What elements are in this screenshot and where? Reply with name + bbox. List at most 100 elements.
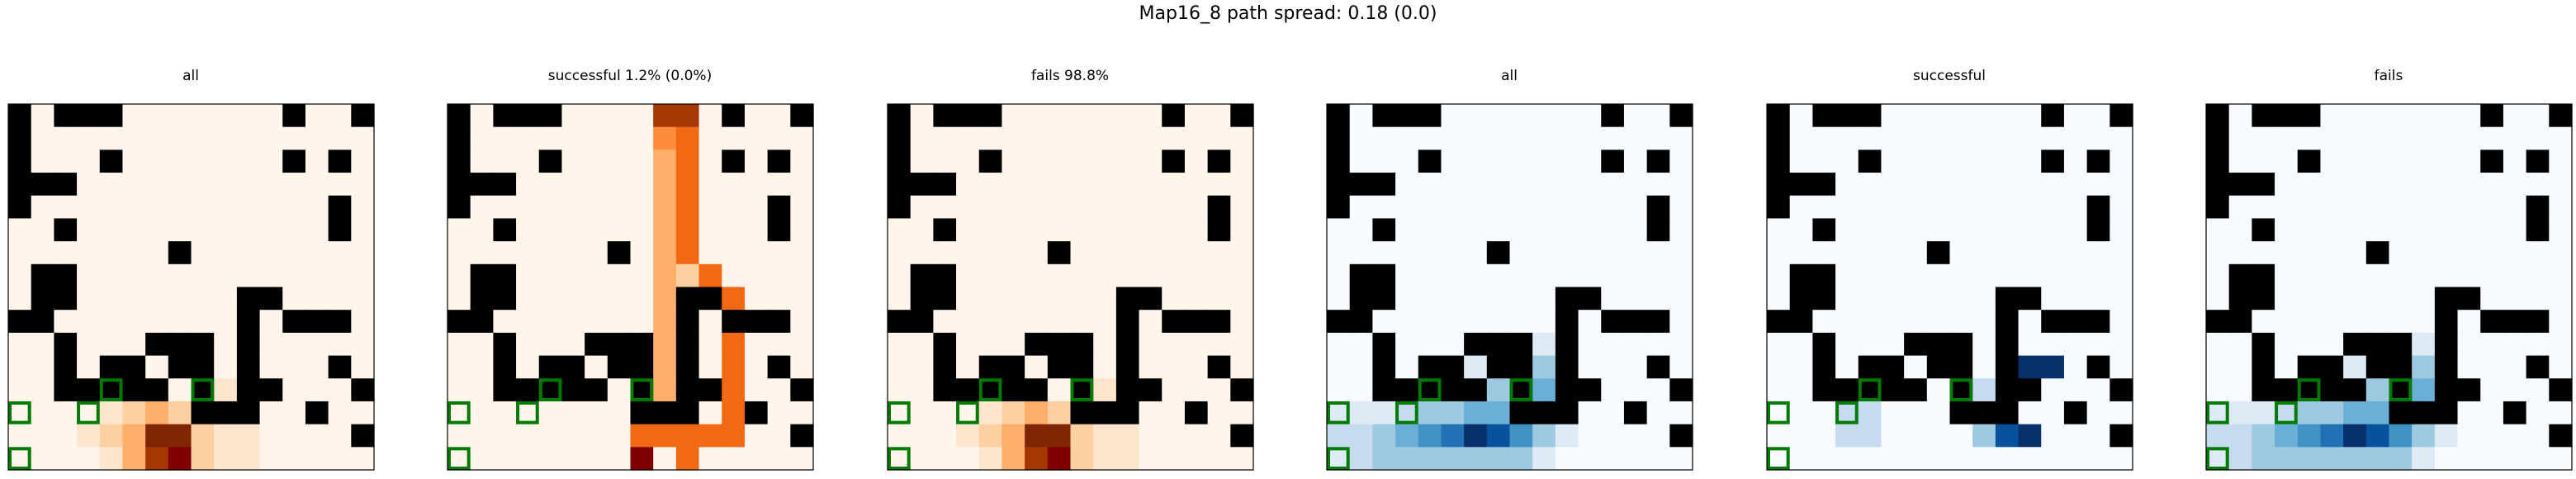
heat-cell [2343, 173, 2367, 197]
heat-cell [2086, 332, 2110, 357]
heat-cell [2320, 149, 2344, 173]
heat-cell [214, 218, 238, 242]
heat-cell [561, 126, 585, 150]
obstacle-cell [2252, 287, 2275, 311]
heat-cell [214, 263, 238, 288]
heat-cell [2343, 424, 2367, 448]
heat-cell [2480, 195, 2504, 220]
heat-cell [1418, 332, 1442, 357]
obstacle-cell [54, 218, 78, 242]
heat-cell [1578, 241, 1602, 265]
heat-cell [1578, 173, 1602, 197]
obstacle-cell [2389, 332, 2413, 357]
heat-cell [675, 424, 700, 448]
heat-cell [1972, 263, 1996, 288]
heat-cell [1418, 218, 1442, 242]
obstacle-cell [99, 149, 124, 173]
heat-cell [99, 310, 124, 334]
heat-cell [1835, 447, 1859, 471]
heat-cell [282, 126, 306, 150]
obstacle-cell [933, 218, 957, 242]
heat-cell [910, 104, 934, 128]
heat-cell [516, 424, 540, 448]
heat-cell [2110, 310, 2133, 334]
obstacle-cell [2526, 195, 2550, 220]
heat-cell [2389, 424, 2413, 448]
heat-cell [1486, 126, 1511, 150]
obstacle-cell [2206, 173, 2230, 197]
heat-cell [122, 401, 146, 425]
heat-cell [1601, 218, 1625, 242]
heat-cell [653, 287, 677, 311]
heat-cell [1184, 447, 1209, 471]
heat-cell [910, 126, 934, 150]
obstacle-cell [2228, 310, 2252, 334]
obstacle-cell [1646, 355, 1670, 379]
heat-cell [1002, 310, 1025, 334]
heat-cell [1623, 332, 1648, 357]
heat-cell [351, 241, 375, 265]
obstacle-cell [8, 149, 32, 173]
obstacle-cell [2275, 378, 2299, 402]
obstacle-cell [2434, 287, 2459, 311]
heat-cell [722, 332, 746, 357]
obstacle-cell [54, 104, 78, 128]
obstacle-cell [2228, 287, 2252, 311]
heat-cell [1789, 355, 1813, 379]
heat-cell [99, 287, 124, 311]
heat-cell [2297, 218, 2322, 242]
heat-cell [1327, 218, 1351, 242]
heat-cell [351, 447, 375, 471]
heat-cell [214, 173, 238, 197]
heat-cell [2252, 195, 2275, 220]
heat-cell [767, 424, 791, 448]
heat-cell [191, 126, 215, 150]
heat-cell [447, 241, 471, 265]
heat-cell [1555, 126, 1579, 150]
heat-cell [1441, 195, 1465, 220]
heat-cell [1881, 424, 1905, 448]
heat-cell [2275, 447, 2299, 471]
heat-cell [259, 355, 283, 379]
heat-cell [54, 424, 78, 448]
heat-cell [1881, 332, 1905, 357]
heat-cell [1555, 195, 1579, 220]
heat-cell [1789, 149, 1813, 173]
heat-cell [1441, 104, 1465, 128]
heat-cell [1093, 447, 1117, 471]
heat-cell [8, 241, 32, 265]
heat-cell [790, 149, 814, 173]
heat-cell [2041, 218, 2065, 242]
heat-cell [1162, 378, 1186, 402]
heat-cell [1646, 401, 1670, 425]
heat-cell [1441, 173, 1465, 197]
goal-marker [191, 378, 215, 401]
heat-cell [653, 447, 677, 471]
heat-cell [2412, 149, 2436, 173]
heat-cell [1532, 195, 1556, 220]
goal-marker [538, 378, 562, 401]
heat-cell [282, 355, 306, 379]
obstacle-cell [790, 378, 814, 402]
heat-cell [978, 173, 1003, 197]
heat-cell [2526, 173, 2550, 197]
heat-cell [2457, 355, 2481, 379]
heat-cell [2412, 287, 2436, 311]
obstacle-cell [790, 424, 814, 448]
obstacle-cell [888, 173, 912, 197]
obstacle-cell [888, 126, 912, 150]
heat-cell [2549, 310, 2573, 334]
heat-cell [1115, 263, 1140, 288]
obstacle-cell [1372, 378, 1396, 402]
heat-cell [1230, 218, 1254, 242]
heat-cell [910, 378, 934, 402]
heat-cell [1441, 126, 1465, 150]
heat-cell [675, 126, 700, 150]
heat-cell [2503, 287, 2527, 311]
heat-cell [1349, 104, 1373, 128]
heat-cell [561, 287, 585, 311]
heat-cell [2018, 149, 2042, 173]
heat-cell [1858, 287, 1882, 311]
heatmap-panel-1 [7, 103, 375, 471]
obstacle-cell [1578, 287, 1602, 311]
